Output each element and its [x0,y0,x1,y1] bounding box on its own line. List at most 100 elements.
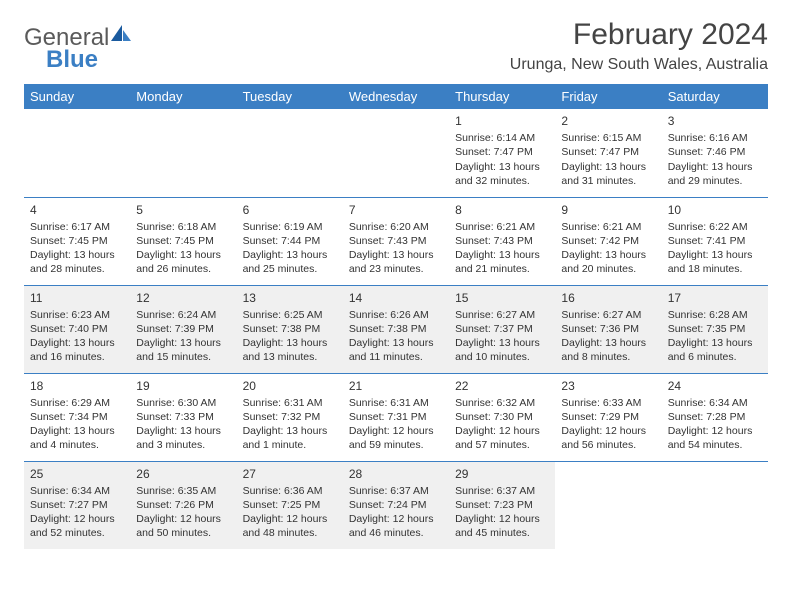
calendar-cell: 5Sunrise: 6:18 AMSunset: 7:45 PMDaylight… [130,197,236,285]
calendar-cell: 3Sunrise: 6:16 AMSunset: 7:46 PMDaylight… [662,109,768,197]
daylight-text: Daylight: 12 hours [30,512,124,526]
sunset-text: Sunset: 7:43 PM [455,234,549,248]
sunset-text: Sunset: 7:47 PM [561,145,655,159]
calendar-cell: 13Sunrise: 6:25 AMSunset: 7:38 PMDayligh… [237,285,343,373]
sunset-text: Sunset: 7:31 PM [349,410,443,424]
sunset-text: Sunset: 7:30 PM [455,410,549,424]
title-block: February 2024 Urunga, New South Wales, A… [510,18,768,74]
sunrise-text: Sunrise: 6:16 AM [668,131,762,145]
day-header: Saturday [662,84,768,109]
daylight-text: and 15 minutes. [136,350,230,364]
sunset-text: Sunset: 7:32 PM [243,410,337,424]
day-number: 27 [243,466,337,482]
sunrise-text: Sunrise: 6:32 AM [455,396,549,410]
sunset-text: Sunset: 7:23 PM [455,498,549,512]
day-number: 1 [455,113,549,129]
calendar-cell [130,109,236,197]
sunrise-text: Sunrise: 6:27 AM [561,308,655,322]
calendar-cell: 9Sunrise: 6:21 AMSunset: 7:42 PMDaylight… [555,197,661,285]
daylight-text: Daylight: 13 hours [243,424,337,438]
daylight-text: and 46 minutes. [349,526,443,540]
daylight-text: and 31 minutes. [561,174,655,188]
sunset-text: Sunset: 7:43 PM [349,234,443,248]
calendar-cell: 19Sunrise: 6:30 AMSunset: 7:33 PMDayligh… [130,373,236,461]
daylight-text: and 11 minutes. [349,350,443,364]
sunrise-text: Sunrise: 6:14 AM [455,131,549,145]
daylight-text: Daylight: 12 hours [349,424,443,438]
calendar-body: 1Sunrise: 6:14 AMSunset: 7:47 PMDaylight… [24,109,768,549]
sunrise-text: Sunrise: 6:15 AM [561,131,655,145]
day-number: 26 [136,466,230,482]
day-header-row: SundayMondayTuesdayWednesdayThursdayFrid… [24,84,768,109]
sunrise-text: Sunrise: 6:27 AM [455,308,549,322]
daylight-text: and 23 minutes. [349,262,443,276]
sunset-text: Sunset: 7:38 PM [243,322,337,336]
calendar-cell [555,461,661,549]
day-header: Sunday [24,84,130,109]
sunset-text: Sunset: 7:38 PM [349,322,443,336]
daylight-text: and 18 minutes. [668,262,762,276]
sunset-text: Sunset: 7:39 PM [136,322,230,336]
sail-icon-2 [111,25,133,48]
daylight-text: and 13 minutes. [243,350,337,364]
sunrise-text: Sunrise: 6:31 AM [243,396,337,410]
day-number: 12 [136,290,230,306]
sunrise-text: Sunrise: 6:19 AM [243,220,337,234]
calendar-cell: 29Sunrise: 6:37 AMSunset: 7:23 PMDayligh… [449,461,555,549]
daylight-text: Daylight: 13 hours [136,248,230,262]
day-number: 10 [668,202,762,218]
sunrise-text: Sunrise: 6:23 AM [30,308,124,322]
daylight-text: Daylight: 13 hours [455,248,549,262]
day-number: 2 [561,113,655,129]
daylight-text: Daylight: 13 hours [30,424,124,438]
sunset-text: Sunset: 7:26 PM [136,498,230,512]
sunrise-text: Sunrise: 6:21 AM [455,220,549,234]
location: Urunga, New South Wales, Australia [510,56,768,74]
calendar-week-row: 11Sunrise: 6:23 AMSunset: 7:40 PMDayligh… [24,285,768,373]
sunrise-text: Sunrise: 6:35 AM [136,484,230,498]
sunset-text: Sunset: 7:28 PM [668,410,762,424]
calendar-week-row: 4Sunrise: 6:17 AMSunset: 7:45 PMDaylight… [24,197,768,285]
day-header: Wednesday [343,84,449,109]
sunset-text: Sunset: 7:47 PM [455,145,549,159]
calendar-cell: 18Sunrise: 6:29 AMSunset: 7:34 PMDayligh… [24,373,130,461]
sunrise-text: Sunrise: 6:31 AM [349,396,443,410]
day-number: 15 [455,290,549,306]
sunset-text: Sunset: 7:29 PM [561,410,655,424]
daylight-text: Daylight: 13 hours [668,248,762,262]
sunrise-text: Sunrise: 6:26 AM [349,308,443,322]
daylight-text: Daylight: 13 hours [136,424,230,438]
day-header: Tuesday [237,84,343,109]
daylight-text: Daylight: 13 hours [243,248,337,262]
day-number: 14 [349,290,443,306]
calendar-cell: 22Sunrise: 6:32 AMSunset: 7:30 PMDayligh… [449,373,555,461]
calendar-cell: 12Sunrise: 6:24 AMSunset: 7:39 PMDayligh… [130,285,236,373]
day-number: 3 [668,113,762,129]
daylight-text: Daylight: 13 hours [243,336,337,350]
calendar-cell: 6Sunrise: 6:19 AMSunset: 7:44 PMDaylight… [237,197,343,285]
calendar-cell: 10Sunrise: 6:22 AMSunset: 7:41 PMDayligh… [662,197,768,285]
sunrise-text: Sunrise: 6:33 AM [561,396,655,410]
sunset-text: Sunset: 7:25 PM [243,498,337,512]
sunrise-text: Sunrise: 6:37 AM [349,484,443,498]
calendar-cell: 4Sunrise: 6:17 AMSunset: 7:45 PMDaylight… [24,197,130,285]
daylight-text: Daylight: 12 hours [561,424,655,438]
day-number: 7 [349,202,443,218]
day-number: 8 [455,202,549,218]
daylight-text: and 20 minutes. [561,262,655,276]
calendar-cell: 17Sunrise: 6:28 AMSunset: 7:35 PMDayligh… [662,285,768,373]
daylight-text: and 59 minutes. [349,438,443,452]
calendar-cell: 2Sunrise: 6:15 AMSunset: 7:47 PMDaylight… [555,109,661,197]
sunrise-text: Sunrise: 6:36 AM [243,484,337,498]
daylight-text: and 29 minutes. [668,174,762,188]
daylight-text: and 4 minutes. [30,438,124,452]
calendar-cell [237,109,343,197]
daylight-text: and 57 minutes. [455,438,549,452]
brand-part2: Blue [46,46,98,74]
day-number: 28 [349,466,443,482]
calendar-cell: 20Sunrise: 6:31 AMSunset: 7:32 PMDayligh… [237,373,343,461]
day-number: 9 [561,202,655,218]
daylight-text: and 50 minutes. [136,526,230,540]
sunset-text: Sunset: 7:35 PM [668,322,762,336]
sunrise-text: Sunrise: 6:29 AM [30,396,124,410]
